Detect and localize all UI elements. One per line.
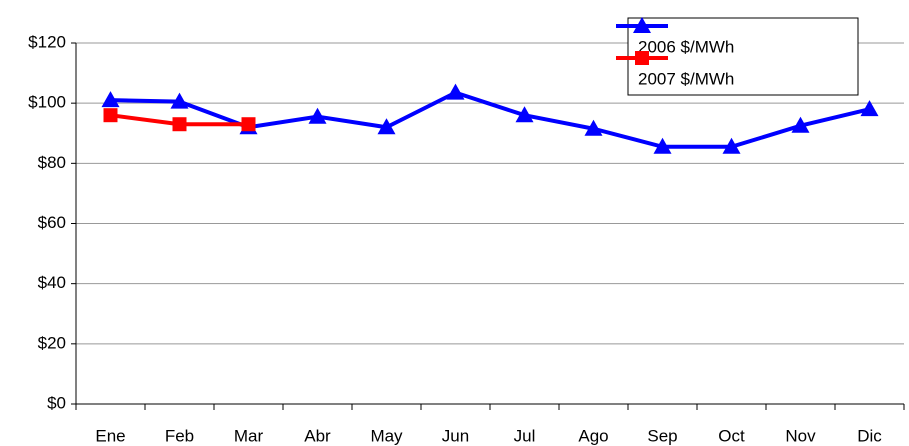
marker bbox=[241, 117, 256, 132]
y-tick-label: $40 bbox=[38, 273, 66, 292]
marker bbox=[860, 100, 879, 117]
marker bbox=[101, 91, 120, 108]
x-tick-label: Jul bbox=[514, 426, 536, 445]
marker bbox=[446, 83, 465, 100]
y-tick-label: $20 bbox=[38, 333, 66, 352]
marker bbox=[515, 106, 534, 123]
x-tick-label: May bbox=[370, 426, 403, 445]
marker bbox=[584, 119, 603, 136]
y-tick-label: $120 bbox=[28, 32, 66, 51]
legend-label: 2006 $/MWh bbox=[638, 37, 734, 56]
y-tick-label: $100 bbox=[28, 93, 66, 112]
series-line bbox=[110, 90, 870, 149]
marker bbox=[635, 51, 649, 65]
marker bbox=[172, 117, 187, 132]
x-tick-label: Dic bbox=[857, 426, 882, 445]
x-tick-label: Sep bbox=[647, 426, 677, 445]
y-tick-label: $0 bbox=[47, 393, 66, 412]
x-tick-label: Jun bbox=[442, 426, 469, 445]
x-tick-label: Ago bbox=[578, 426, 608, 445]
marker bbox=[633, 17, 651, 33]
x-tick-label: Feb bbox=[165, 426, 194, 445]
legend-label: 2007 $/MWh bbox=[638, 69, 734, 88]
marker bbox=[653, 137, 672, 154]
marker bbox=[103, 108, 118, 123]
marker bbox=[308, 107, 327, 124]
y-tick-label: $60 bbox=[38, 213, 66, 232]
x-tick-label: Ene bbox=[95, 426, 125, 445]
marker bbox=[170, 92, 189, 109]
x-tick-label: Oct bbox=[718, 426, 745, 445]
x-tick-label: Nov bbox=[785, 426, 816, 445]
x-tick-label: Abr bbox=[304, 426, 331, 445]
marker bbox=[377, 118, 396, 135]
marker bbox=[791, 116, 810, 133]
marker bbox=[722, 137, 741, 154]
x-tick-label: Mar bbox=[234, 426, 264, 445]
y-tick-label: $80 bbox=[38, 153, 66, 172]
